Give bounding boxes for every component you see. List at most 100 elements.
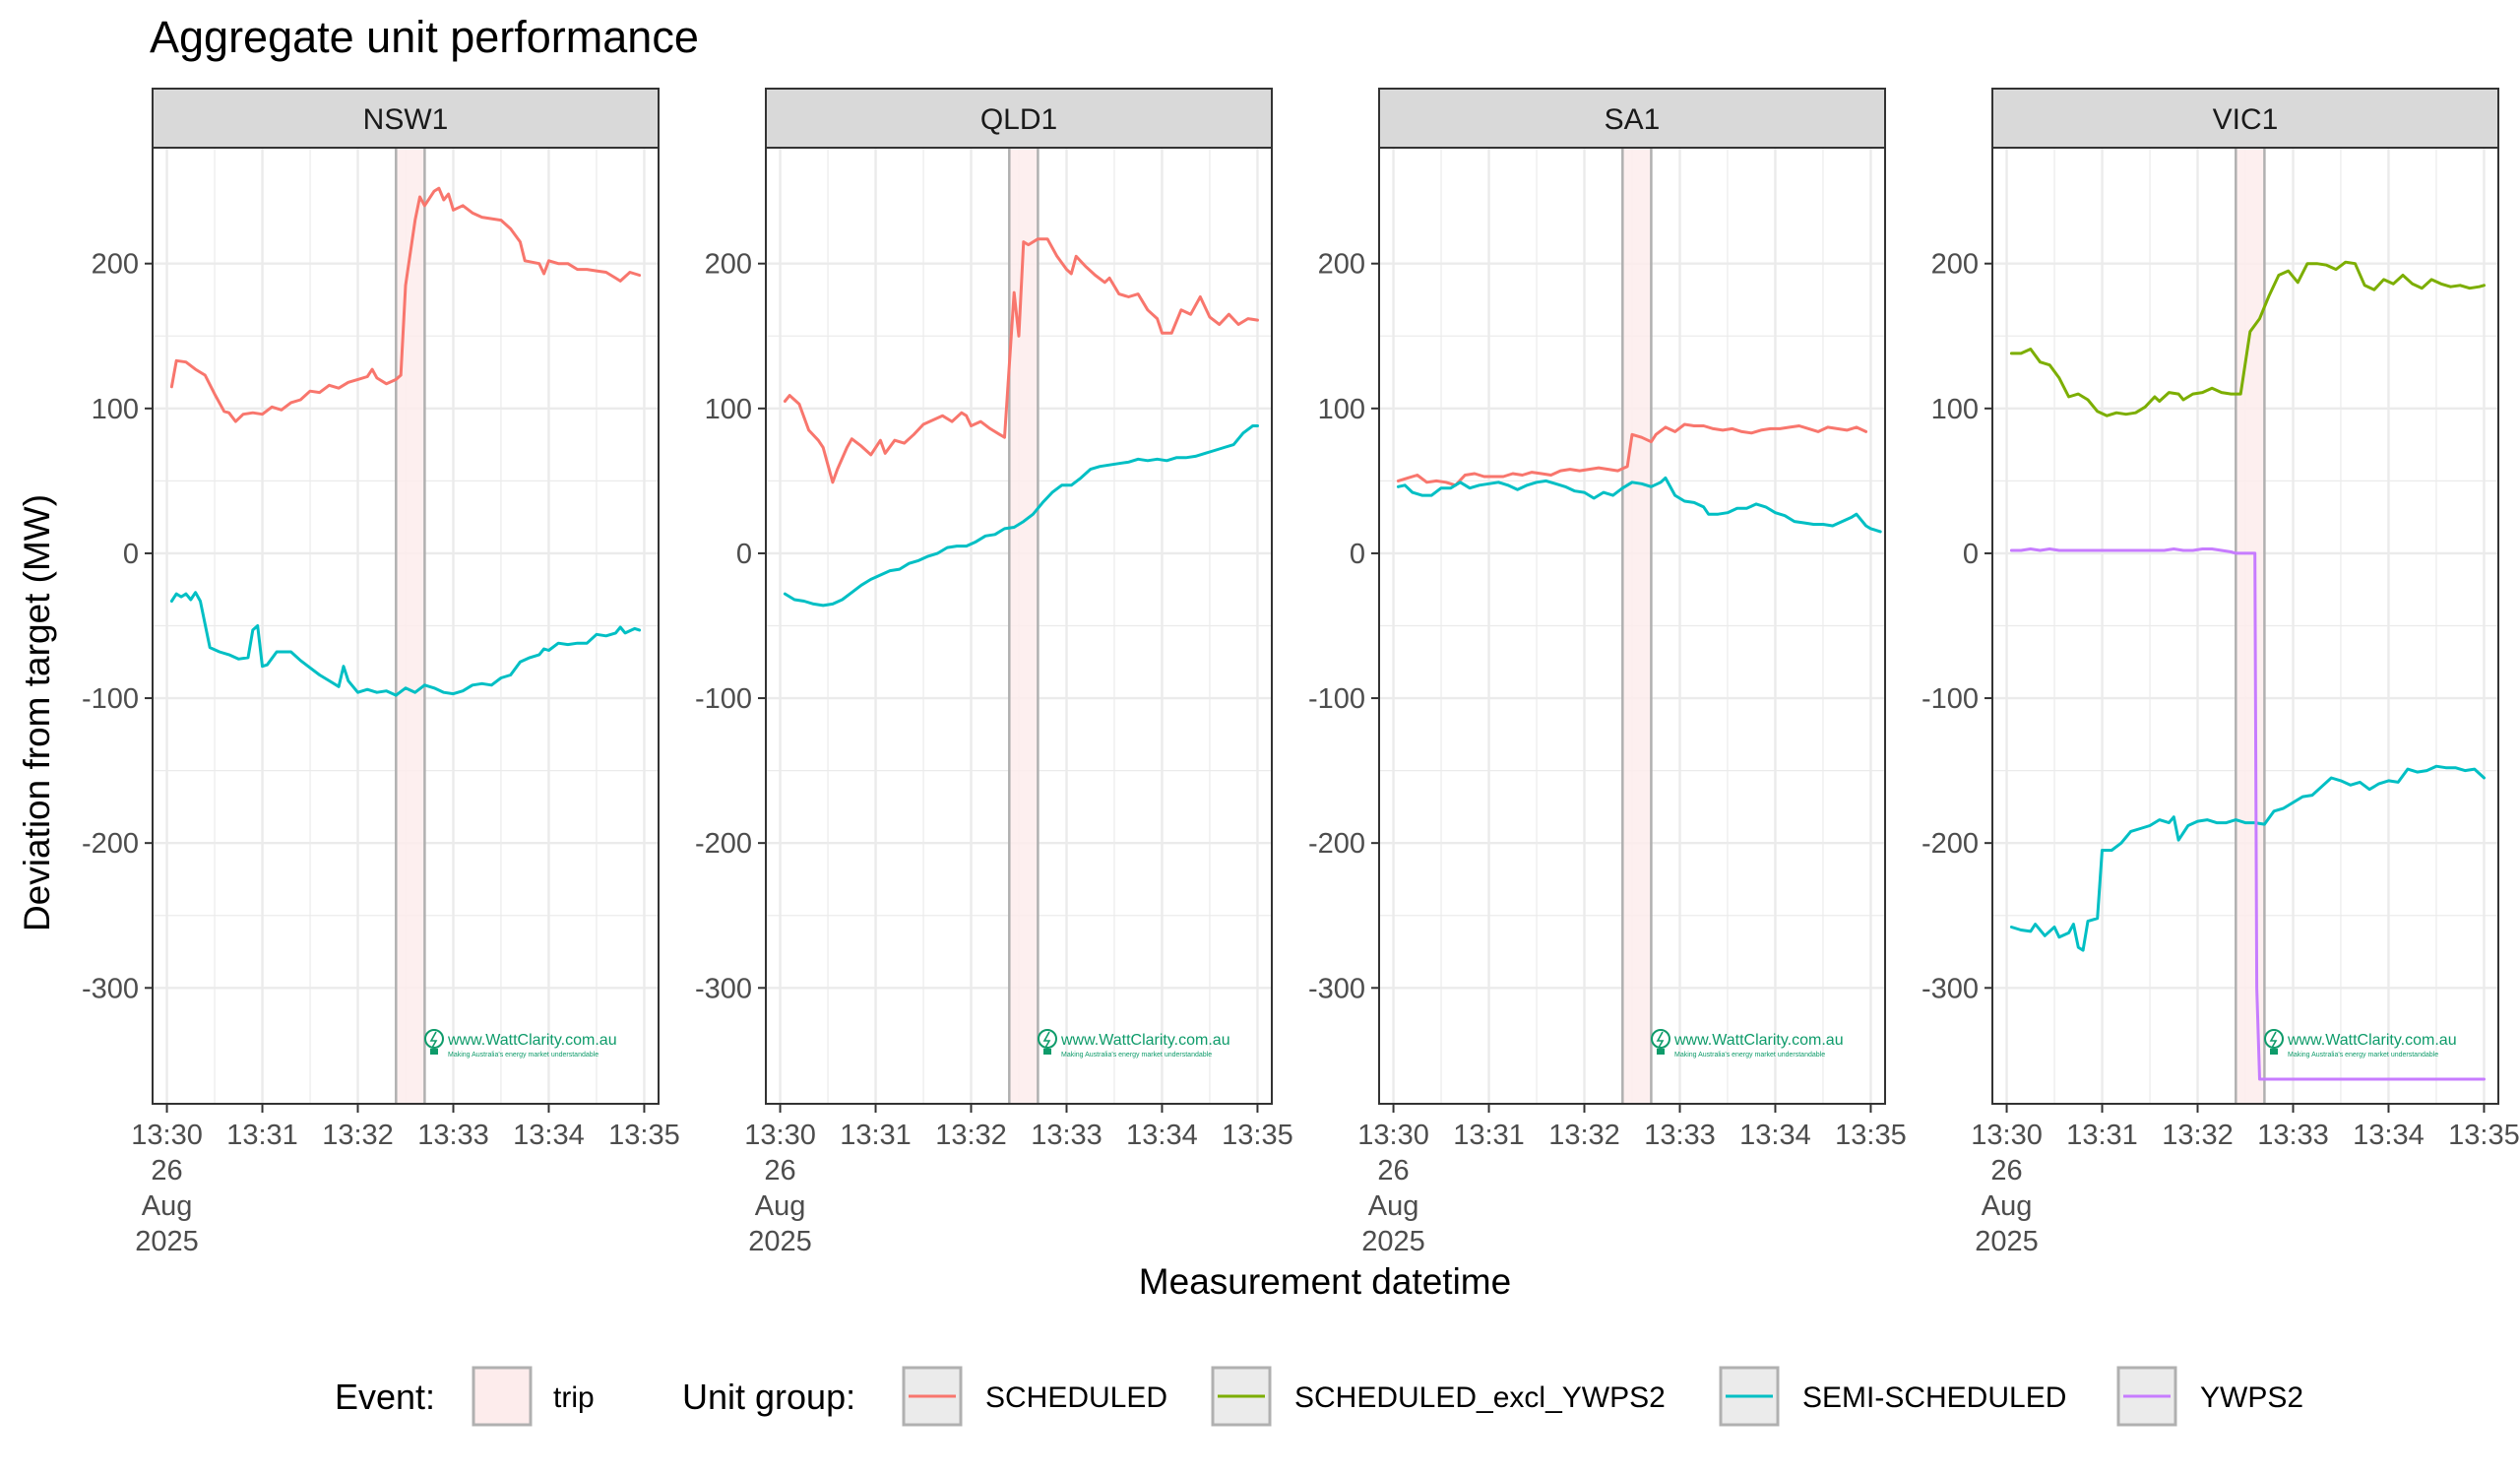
- x-tick-label: 13:34: [2353, 1120, 2425, 1151]
- y-tick-label: 200: [705, 249, 752, 281]
- y-tick-label: -300: [695, 973, 752, 1004]
- bulb-base-icon: [430, 1049, 438, 1055]
- series-line-semi-scheduled: [2009, 764, 2486, 952]
- legend-group-title: Unit group:: [682, 1377, 855, 1417]
- x-tick-label: 13:30: [744, 1120, 816, 1151]
- strip-label-vic1: VIC1: [2213, 103, 2279, 136]
- x-tick-label: 13:34: [1739, 1120, 1811, 1151]
- bulb-icon: [1651, 1029, 1670, 1049]
- series-line-semi-scheduled: [1396, 476, 1882, 534]
- y-tick-label: -100: [695, 683, 752, 715]
- x-tick-label: 13:34: [1126, 1120, 1198, 1151]
- x-tick-label: 13:32: [935, 1120, 1007, 1151]
- y-tick-label: -300: [1308, 973, 1365, 1004]
- y-tick-label: -100: [1922, 683, 1979, 715]
- grid-sa1: [1379, 148, 1885, 1104]
- panel-sa1: SA1 www.WattClarity.com.au Making Australi…: [1308, 88, 1907, 1257]
- watermark-site: www.WattClarity.com.au: [1060, 1032, 1230, 1049]
- chart-title: Aggregate unit performance: [150, 12, 699, 62]
- x-tick-label: 13:35: [1835, 1120, 1907, 1151]
- bulb-base-icon: [1043, 1049, 1051, 1055]
- x-tick-label: 2025: [1361, 1226, 1425, 1257]
- x-tick-label: 26: [151, 1155, 182, 1186]
- legend: Event: trip Unit group: SCHEDULED SCHEDULED_…: [335, 1366, 2303, 1427]
- x-tick-label: 13:33: [1644, 1120, 1716, 1151]
- x-tick-label: 13:30: [1357, 1120, 1429, 1151]
- x-tick-label: 13:33: [417, 1120, 489, 1151]
- bulb-icon: [1038, 1029, 1057, 1049]
- y-tick-label: -200: [695, 828, 752, 860]
- bulb-icon: [424, 1029, 444, 1049]
- x-tick-label: 26: [1377, 1155, 1409, 1186]
- watermark-nsw1: www.WattClarity.com.au Making Australia's…: [424, 1029, 617, 1058]
- x-tick-label: 13:35: [1222, 1120, 1293, 1151]
- legend-label-scheduled-excl-ywps2: SCHEDULED_excl_YWPS2: [1294, 1381, 1666, 1414]
- strip-label-nsw1: NSW1: [363, 103, 449, 136]
- y-tick-label: -300: [1922, 973, 1979, 1004]
- y-tick-label: -200: [1308, 828, 1365, 860]
- series-line-semi-scheduled: [783, 424, 1259, 608]
- trip-region-sa1: [1622, 148, 1652, 1104]
- x-axis-label: Measurement datetime: [1139, 1261, 1511, 1302]
- series-line-scheduled: [783, 237, 1259, 484]
- x-tick-label: 2025: [748, 1226, 812, 1257]
- y-tick-label: -100: [82, 683, 139, 715]
- series-line-scheduled-excl-ywps2: [2009, 260, 2486, 417]
- watermark-tagline: Making Australia's energy market underst…: [448, 1052, 598, 1058]
- legend-key-trip: [472, 1366, 533, 1427]
- x-tick-label: 13:35: [608, 1120, 680, 1151]
- trip-region-vic1: [2236, 148, 2265, 1104]
- x-tick-label: 13:35: [2448, 1120, 2520, 1151]
- series-line-scheduled: [169, 186, 642, 423]
- y-tick-label: 100: [705, 394, 752, 425]
- bulb-base-icon: [2270, 1049, 2278, 1055]
- x-tick-label: Aug: [755, 1190, 806, 1222]
- watermark-tagline: Making Australia's energy market underst…: [2288, 1052, 2438, 1058]
- watermark-vic1: www.WattClarity.com.au Making Australia's…: [2264, 1029, 2457, 1058]
- series-line-scheduled: [1396, 422, 1868, 487]
- x-tick-label: 26: [1990, 1155, 2022, 1186]
- x-tick-label: 26: [764, 1155, 795, 1186]
- x-tick-label: 13:31: [2066, 1120, 2138, 1151]
- lightning-icon: [2269, 1031, 2278, 1049]
- strip-label-qld1: QLD1: [980, 103, 1057, 136]
- watermark-site: www.WattClarity.com.au: [1673, 1032, 1844, 1049]
- panel-border-vic1: [1991, 147, 2499, 1105]
- strip-vic1: [1991, 88, 2499, 149]
- x-tick-label: 13:34: [513, 1120, 585, 1151]
- legend-label-semi-scheduled: SEMI-SCHEDULED: [1802, 1381, 2066, 1414]
- x-tick-label: 13:33: [2257, 1120, 2329, 1151]
- x-tick-label: 13:31: [226, 1120, 298, 1151]
- trip-region-qld1: [1009, 148, 1039, 1104]
- x-tick-label: Aug: [1368, 1190, 1419, 1222]
- strip-label-sa1: SA1: [1605, 103, 1661, 136]
- x-tick-label: 13:32: [2162, 1120, 2234, 1151]
- y-axis-label: Deviation from target (MW): [17, 494, 57, 931]
- lightning-icon: [1042, 1031, 1051, 1049]
- y-tick-label: 100: [1931, 394, 1979, 425]
- y-tick-label: 0: [123, 539, 139, 570]
- y-tick-label: -200: [1922, 828, 1979, 860]
- series-vic1: [2009, 260, 2486, 1081]
- legend-label-scheduled: SCHEDULED: [985, 1381, 1167, 1414]
- x-tick-label: 13:33: [1031, 1120, 1102, 1151]
- strip-sa1: [1378, 88, 1886, 149]
- y-tick-label: -200: [82, 828, 139, 860]
- x-tick-label: 13:32: [322, 1120, 394, 1151]
- x-tick-label: 13:32: [1548, 1120, 1620, 1151]
- series-line-semi-scheduled: [169, 591, 642, 697]
- legend-event-title: Event:: [335, 1377, 435, 1417]
- panel-qld1: QLD1 www.WattClarity.com.au Making Austral…: [695, 88, 1293, 1257]
- y-tick-label: 0: [1963, 539, 1979, 570]
- x-tick-label: Aug: [1982, 1190, 2033, 1222]
- x-tick-label: 13:31: [1453, 1120, 1525, 1151]
- x-tick-label: 2025: [135, 1226, 199, 1257]
- series-line-ywps2: [2009, 547, 2486, 1081]
- y-tick-label: -100: [1308, 683, 1365, 715]
- watermark-sa1: www.WattClarity.com.au Making Australia's…: [1651, 1029, 1844, 1058]
- watermark-tagline: Making Australia's energy market underst…: [1674, 1052, 1825, 1058]
- y-tick-label: 100: [92, 394, 139, 425]
- panel-border-qld1: [765, 147, 1273, 1105]
- legend-label-trip: trip: [553, 1381, 595, 1414]
